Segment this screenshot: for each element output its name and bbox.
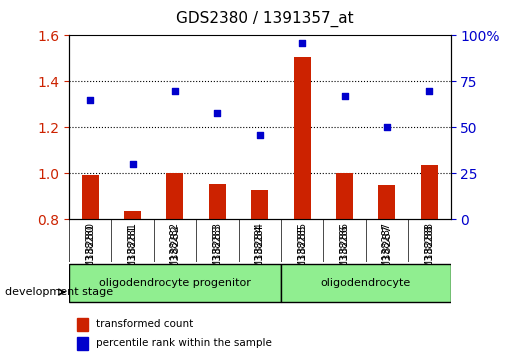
Text: GSM138282: GSM138282 (170, 222, 180, 281)
Text: development stage: development stage (5, 287, 113, 297)
Point (383, 125, 391, 130)
Text: oligodendrocyte progenitor: oligodendrocyte progenitor (99, 278, 251, 288)
Bar (209, 184, 226, 219)
Bar (378, 185, 395, 219)
Text: GSM138287: GSM138287 (382, 222, 392, 281)
Text: GSM138280: GSM138280 (85, 222, 95, 281)
Bar (421, 165, 438, 219)
Text: GSM138284: GSM138284 (255, 222, 264, 281)
Bar (166, 173, 183, 219)
Point (340, 93, 349, 99)
Point (213, 110, 222, 115)
Text: oligodendrocyte: oligodendrocyte (321, 278, 411, 288)
Bar (251, 189, 268, 219)
Point (298, 40, 306, 46)
Point (255, 132, 264, 138)
Text: GSM138286: GSM138286 (340, 222, 349, 281)
Bar (124, 211, 141, 219)
Text: GDS2380 / 1391357_at: GDS2380 / 1391357_at (176, 11, 354, 27)
Point (86, 97, 94, 103)
Bar (76, 318, 88, 331)
Point (171, 88, 179, 93)
Bar (76, 337, 88, 350)
Text: GSM138285: GSM138285 (297, 222, 307, 281)
Point (128, 161, 137, 167)
Bar (336, 173, 353, 219)
Text: GSM138288: GSM138288 (425, 222, 434, 281)
FancyBboxPatch shape (281, 264, 450, 302)
Text: GSM138283: GSM138283 (213, 222, 222, 281)
Text: transformed count: transformed count (95, 319, 193, 329)
Bar (82, 175, 99, 219)
Text: percentile rank within the sample: percentile rank within the sample (95, 338, 271, 348)
Point (425, 88, 434, 93)
Text: GSM138281: GSM138281 (128, 222, 137, 281)
FancyBboxPatch shape (69, 264, 281, 302)
Bar (294, 57, 311, 219)
